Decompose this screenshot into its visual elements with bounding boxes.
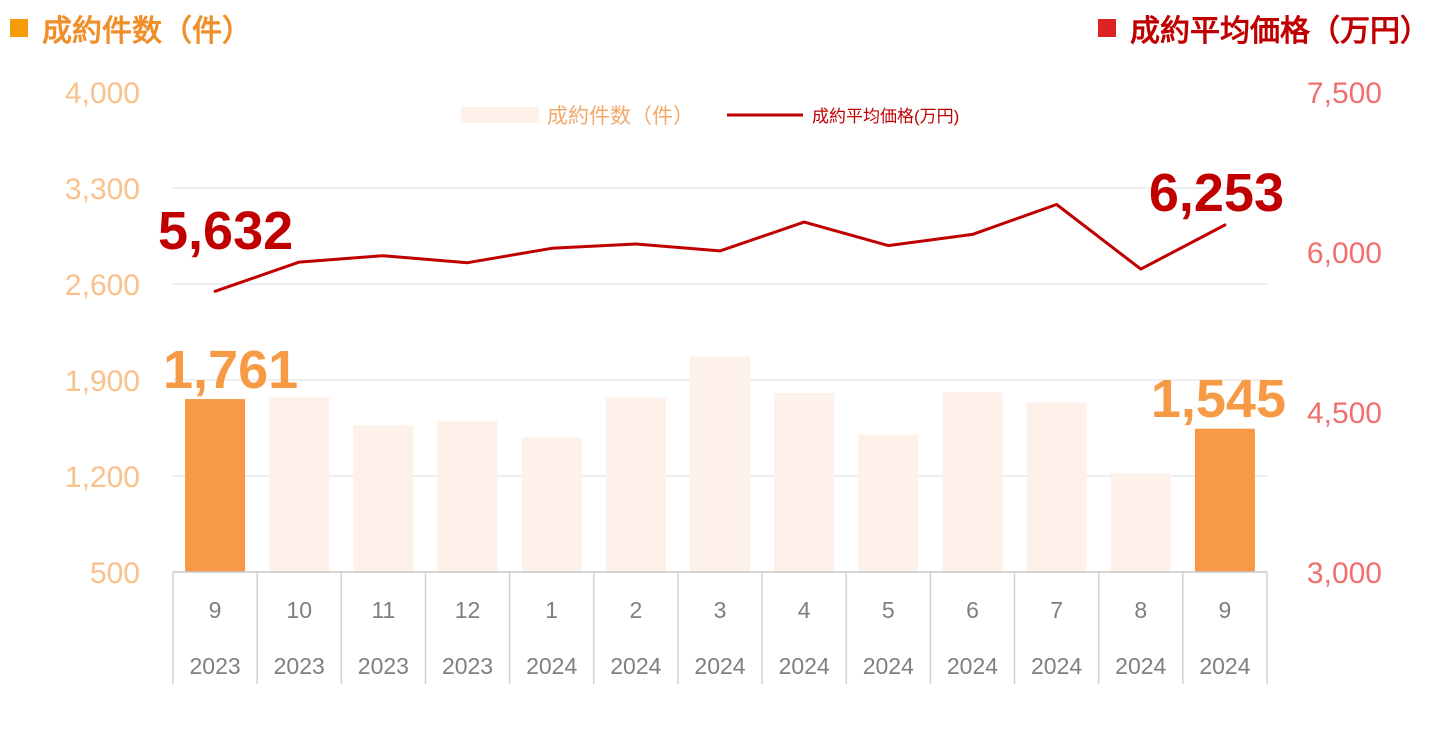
left-axis-header-label: 成約件数（件） (42, 15, 252, 48)
bar (605, 397, 666, 572)
data-annotations: 5,632 6,253 1,761 1,545 (158, 163, 1286, 429)
bar (942, 392, 1003, 572)
x-axis-year-label: 2023 (274, 653, 325, 679)
bar (1026, 402, 1087, 572)
x-axis-year-label: 2024 (947, 653, 998, 679)
x-axis-year-label: 2024 (1031, 653, 1082, 679)
bar (269, 397, 330, 572)
x-axis-year-label: 2024 (694, 653, 745, 679)
x-axis-month-label: 9 (1219, 597, 1232, 623)
bar (521, 437, 582, 572)
bar-highlighted (185, 399, 246, 572)
right-axis-header-label: 成約平均価格（万円） (1130, 15, 1430, 48)
x-axis-year-label: 2023 (442, 653, 493, 679)
bar-series (185, 356, 1255, 572)
x-axis-month-label: 6 (966, 597, 979, 623)
x-axis-month-label: 7 (1050, 597, 1063, 623)
x-axis-month-label: 5 (882, 597, 895, 623)
x-axis-month-label: 9 (209, 597, 222, 623)
right-axis-header: 成約平均価格（万円） (1098, 6, 1430, 50)
legend-bar-label: 成約件数（件） (547, 105, 694, 128)
chart-legend: 成約件数（件） 成約平均価格(万円) (461, 105, 959, 128)
legend-line-label: 成約平均価格(万円) (812, 107, 959, 126)
x-axis-year-label: 2024 (526, 653, 577, 679)
left-axis-header: 成約件数（件） (10, 6, 252, 50)
x-axis-month-label: 12 (455, 597, 481, 623)
x-axis-month-label: 2 (629, 597, 642, 623)
red-square-icon (1098, 19, 1116, 37)
line-last-value-label: 6,253 (1149, 163, 1284, 223)
x-axis-year-label: 2024 (1115, 653, 1166, 679)
right-y-axis: 3,000 4,500 6,000 7,500 (1307, 77, 1382, 590)
bar-highlighted (1194, 428, 1255, 572)
bar (774, 393, 835, 572)
x-axis-year-label: 2024 (610, 653, 661, 679)
x-axis-year-label: 2023 (189, 653, 240, 679)
right-axis-tick-label: 7,500 (1307, 77, 1382, 110)
bar (858, 434, 919, 572)
price-line (213, 203, 1227, 293)
bar (353, 425, 414, 572)
x-axis-month-label: 10 (286, 597, 312, 623)
right-axis-tick-label: 6,000 (1307, 237, 1382, 270)
x-axis-year-label: 2024 (779, 653, 830, 679)
bar (1110, 473, 1171, 572)
left-axis-tick-label: 500 (90, 557, 140, 590)
orange-square-icon (10, 19, 28, 37)
x-axis-month-label: 3 (714, 597, 727, 623)
x-axis-month-label: 4 (798, 597, 811, 623)
left-axis-tick-label: 3,300 (65, 173, 140, 206)
x-axis-year-label: 2023 (358, 653, 409, 679)
left-axis-tick-label: 1,900 (65, 365, 140, 398)
left-axis-tick-label: 2,600 (65, 269, 140, 302)
bar (690, 356, 750, 572)
line-first-value-label: 5,632 (158, 201, 293, 261)
x-axis: 9 2023 10 2023 11 2023 12 2023 1 2024 2 2024 3 2024 4 2… (172, 571, 1268, 684)
x-axis-month-label: 1 (545, 597, 558, 623)
left-axis-tick-label: 1,200 (65, 461, 140, 494)
right-axis-tick-label: 4,500 (1307, 397, 1382, 430)
right-axis-tick-label: 3,000 (1307, 557, 1382, 590)
bar-first-value-label: 1,761 (163, 340, 298, 400)
line-series (213, 203, 1227, 293)
bar-last-value-label: 1,545 (1151, 369, 1286, 429)
x-axis-month-label: 11 (371, 597, 395, 623)
x-axis-month-label: 8 (1134, 597, 1147, 623)
bar (437, 421, 498, 572)
left-y-axis: 500 1,200 1,900 2,600 3,300 4,000 (65, 77, 140, 590)
left-axis-tick-label: 4,000 (65, 77, 140, 110)
x-axis-year-label: 2024 (863, 653, 914, 679)
legend-bar-swatch (461, 107, 539, 123)
x-axis-year-label: 2024 (1199, 653, 1250, 679)
